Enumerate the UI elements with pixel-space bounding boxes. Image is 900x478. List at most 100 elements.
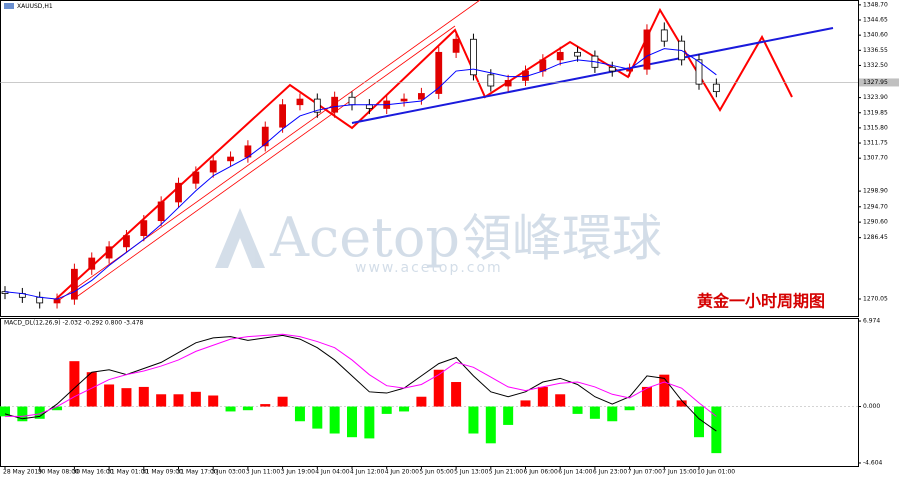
y-tick-label: 1336.55 bbox=[863, 47, 888, 54]
candle-body bbox=[140, 220, 148, 236]
candle-body bbox=[157, 201, 165, 222]
watermark-logo bbox=[215, 208, 265, 268]
macd-bar bbox=[589, 406, 600, 419]
y-tick-label: 1323.90 bbox=[863, 94, 888, 101]
symbol-icon bbox=[4, 3, 14, 9]
candle-body bbox=[227, 156, 234, 162]
watermark-brand: Acetop bbox=[269, 206, 460, 269]
x-tick-label: 31 May 09:00 bbox=[142, 469, 183, 476]
watermark-url: www.acetop.com bbox=[355, 260, 503, 276]
y-tick-label: 1307.70 bbox=[863, 155, 888, 162]
x-tick-label: 5 Jun 13:00 bbox=[454, 469, 488, 476]
y-tick-label: 1290.60 bbox=[863, 219, 888, 226]
y-tick-label: 1348.70 bbox=[863, 1, 888, 8]
y-tick-label: 1294.70 bbox=[863, 203, 888, 210]
x-tick-label: 7 Jun 07:00 bbox=[628, 469, 662, 476]
macd-bar bbox=[242, 406, 253, 411]
watermark-chinese: 領峰環球 bbox=[462, 210, 662, 268]
y-tick-label: 1298.90 bbox=[863, 188, 888, 195]
x-tick-label: 30 May 16:00 bbox=[72, 469, 113, 476]
candle-body bbox=[556, 51, 564, 61]
candle-body bbox=[608, 66, 616, 72]
macd-bar bbox=[121, 388, 132, 407]
macd-bar bbox=[277, 396, 288, 407]
macd-bar bbox=[34, 406, 45, 419]
macd-bar bbox=[138, 386, 149, 407]
macd-bar bbox=[416, 396, 427, 407]
y-tick-label: 1340.60 bbox=[863, 32, 888, 39]
x-tick-label: 3 Jun 19:00 bbox=[281, 469, 315, 476]
candle-body bbox=[88, 257, 96, 270]
y-tick-label: 6.974 bbox=[863, 318, 880, 325]
candle-body bbox=[313, 98, 321, 113]
candle-body bbox=[435, 51, 443, 94]
candle-body bbox=[348, 96, 356, 106]
y-tick-label: 1311.75 bbox=[863, 140, 888, 147]
macd-bar bbox=[312, 406, 323, 429]
macd-bar bbox=[52, 406, 63, 411]
y-tick-label: 1270.05 bbox=[863, 295, 888, 302]
candle-body bbox=[279, 104, 287, 128]
x-tick-label: 6 Jun 06:00 bbox=[524, 469, 558, 476]
macd-bar bbox=[329, 406, 340, 434]
macd-bar bbox=[433, 369, 444, 407]
y-tick-label: 1332.50 bbox=[863, 62, 888, 69]
x-tick-label: 30 May 08:00 bbox=[38, 469, 79, 476]
macd-bar bbox=[173, 394, 184, 407]
macd-bar bbox=[468, 406, 479, 434]
x-tick-label: 5 Jun 21:00 bbox=[489, 469, 523, 476]
candle-body bbox=[539, 59, 547, 72]
candle-body bbox=[71, 268, 78, 300]
macd-bar bbox=[676, 400, 687, 407]
line bbox=[4, 334, 717, 432]
line bbox=[4, 48, 717, 300]
macd-bar bbox=[190, 391, 201, 407]
last-price-box bbox=[859, 78, 899, 87]
y-tick-label: 1315.80 bbox=[863, 124, 888, 131]
macd-bar bbox=[294, 406, 305, 422]
macd-bar bbox=[86, 372, 97, 407]
y-tick-label: 1319.85 bbox=[863, 109, 888, 116]
macd-bar bbox=[555, 394, 566, 407]
macd-bar bbox=[485, 406, 496, 444]
candle-body bbox=[192, 171, 200, 184]
candle-body bbox=[400, 98, 408, 102]
x-tick-label: 10 Jun 01:00 bbox=[697, 469, 735, 476]
x-tick-label: 3 Jun 03:00 bbox=[211, 469, 245, 476]
macd-bar bbox=[17, 406, 28, 422]
zigzag-pattern bbox=[54, 7, 793, 301]
macd-bar bbox=[451, 382, 462, 407]
candle-body bbox=[331, 96, 339, 113]
macd-bar bbox=[624, 406, 635, 411]
x-tick-label: 6 Jun 14:00 bbox=[558, 469, 592, 476]
macd-bar bbox=[156, 394, 167, 407]
macd-bar bbox=[659, 374, 670, 407]
macd-bar bbox=[399, 406, 410, 412]
candle-body bbox=[365, 104, 373, 109]
candle-body bbox=[660, 29, 668, 42]
candle-body bbox=[643, 29, 651, 70]
macd-bar bbox=[572, 406, 583, 414]
candle-body bbox=[105, 246, 113, 259]
macd-bar bbox=[0, 406, 10, 417]
candle-body bbox=[504, 80, 512, 87]
macd-bar bbox=[347, 406, 357, 438]
macd-bar bbox=[711, 406, 722, 454]
macd-bar bbox=[520, 400, 531, 407]
x-tick-label: 4 Jun 12:00 bbox=[350, 469, 384, 476]
candle-body bbox=[53, 298, 61, 304]
chart-title: XAUUSD,H1 bbox=[17, 3, 53, 10]
y-tick-label: 1344.65 bbox=[863, 17, 888, 24]
candle-body bbox=[123, 235, 130, 248]
candle-body bbox=[574, 51, 581, 57]
macd-bar bbox=[260, 404, 271, 407]
channel-line bbox=[74, 25, 456, 299]
candle-body bbox=[296, 98, 304, 106]
macd-bar bbox=[607, 406, 618, 422]
candle-body bbox=[417, 93, 425, 100]
macd-bar bbox=[503, 406, 514, 425]
macd-bar bbox=[381, 406, 392, 414]
x-tick-label: 31 May 01:00 bbox=[107, 469, 148, 476]
candle-body bbox=[695, 59, 703, 85]
